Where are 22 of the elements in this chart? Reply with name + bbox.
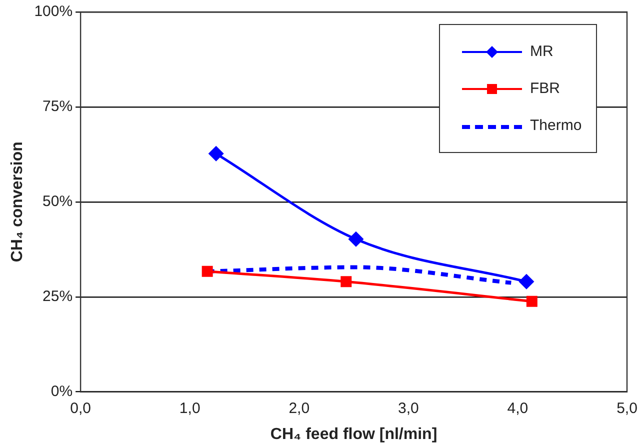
x-tick-label: 2,0 bbox=[288, 400, 310, 417]
y-tick-label: 75% bbox=[42, 98, 73, 116]
point bbox=[526, 296, 538, 307]
y-tick-label: 100% bbox=[34, 3, 73, 20]
x-tick-label: 3,0 bbox=[398, 400, 419, 417]
legend-label: MR bbox=[530, 43, 554, 60]
point bbox=[202, 266, 213, 277]
y-tick-label: 50% bbox=[42, 193, 73, 210]
y-tick-label: 0% bbox=[50, 382, 73, 400]
y-axis-title: CH₄ conversion bbox=[9, 142, 26, 262]
point bbox=[348, 232, 364, 246]
x-tick-label: 4,0 bbox=[507, 400, 528, 417]
point bbox=[208, 146, 224, 161]
y-tick-label: 25% bbox=[42, 288, 73, 305]
legend-label: Thermo bbox=[530, 117, 582, 134]
point bbox=[340, 276, 352, 288]
legend-label: FBR bbox=[530, 80, 560, 97]
point bbox=[519, 274, 534, 289]
x-tick-label: 5,0 bbox=[616, 400, 638, 417]
x-axis-title: CH₄ feed flow [nl/min] bbox=[270, 426, 438, 443]
x-tick-label: 0,0 bbox=[70, 400, 91, 417]
x-tick-label: 1,0 bbox=[179, 400, 200, 417]
